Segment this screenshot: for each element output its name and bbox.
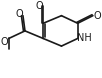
Text: NH: NH (77, 33, 92, 43)
Text: O: O (93, 11, 101, 21)
Text: O: O (15, 9, 23, 19)
Text: O: O (35, 1, 43, 11)
Text: O: O (1, 37, 8, 46)
